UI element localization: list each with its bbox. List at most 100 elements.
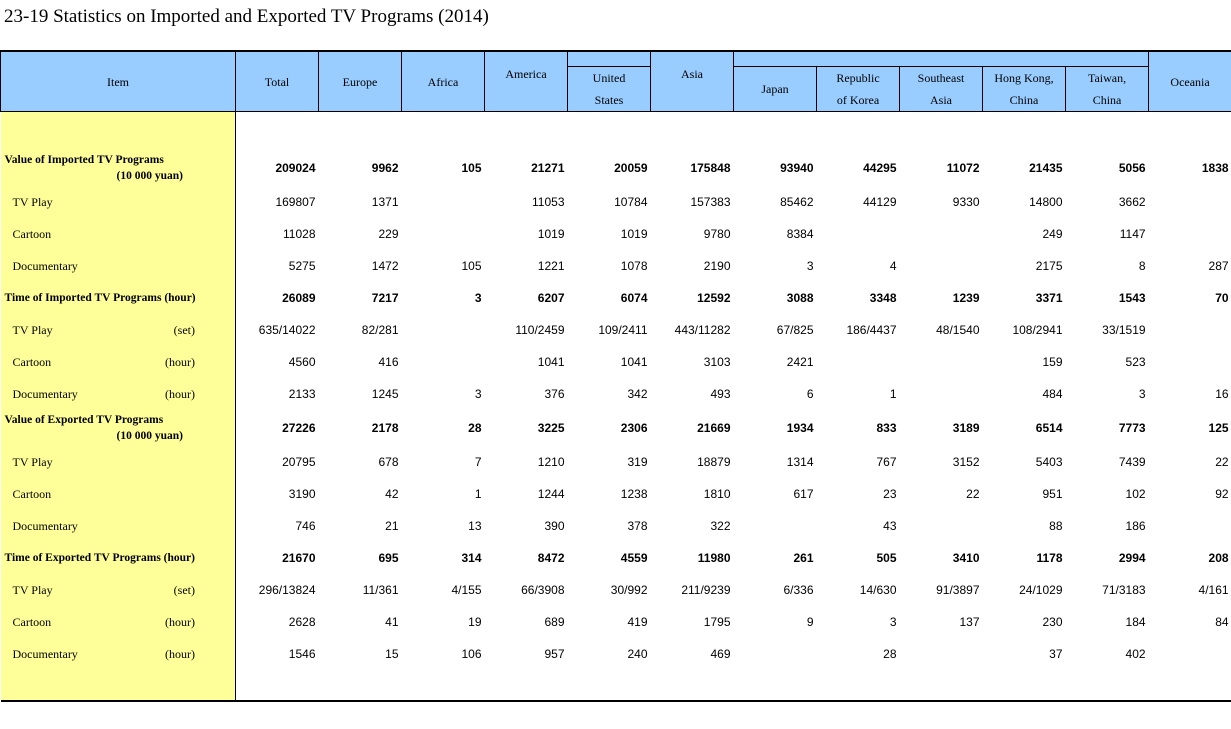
- table-cell: 26089: [282, 291, 316, 305]
- table-cell: 1178: [1036, 551, 1063, 565]
- table-cell: [1149, 638, 1231, 670]
- table-cell: 24/1029: [1019, 583, 1063, 597]
- table-cell: 22: [966, 487, 980, 501]
- table-body: Value of Imported TV Programs (10 000 yua…: [0, 111, 1231, 702]
- table-cell: 1810: [703, 487, 731, 501]
- header-korea-line2: of Korea: [836, 93, 880, 107]
- table-cell: 319: [627, 455, 648, 469]
- table-cell: 3103: [703, 355, 731, 369]
- table-cell: 4/161: [1198, 583, 1229, 597]
- table-cell: 125: [1208, 421, 1229, 435]
- table-cell: 4: [889, 259, 897, 273]
- table-cell: 7217: [371, 291, 399, 305]
- table-cell: 261: [793, 551, 814, 565]
- table-cell: 9962: [371, 161, 399, 175]
- table-cell: 11053: [532, 195, 565, 209]
- table-cell: 137: [959, 615, 980, 629]
- table-cell: 110/2459: [515, 323, 565, 337]
- table-cell: 92: [1215, 487, 1229, 501]
- table-cell: [402, 186, 485, 218]
- table-cell: 208: [1208, 551, 1229, 565]
- table-cell: 33/1519: [1102, 323, 1146, 337]
- table-cell: 37: [1049, 647, 1063, 661]
- table-cell: 1019: [537, 227, 565, 241]
- row-unit: (hour): [165, 614, 195, 629]
- table-cell: 2175: [1035, 259, 1063, 273]
- table-cell: 211/9239: [681, 583, 731, 597]
- table-cell: 3152: [952, 455, 980, 469]
- table-cell: 833: [876, 421, 897, 435]
- table-cell: 3: [474, 291, 482, 305]
- table-row: Documentary (hour) 2133 1245 3 376 342 493 6 1 484…: [0, 378, 1231, 410]
- table-cell: 3: [474, 387, 482, 401]
- table-cell: 9330: [952, 195, 980, 209]
- table-cell: 9: [806, 615, 814, 629]
- table-cell: 4559: [620, 551, 648, 565]
- table-cell: 1546: [288, 647, 316, 661]
- table-cell: 21271: [531, 161, 565, 175]
- table-cell: 159: [1042, 355, 1063, 369]
- row-label: Documentary: [12, 518, 78, 533]
- table-row: Cartoon 3190 42 1 1244 1238 1810 617 23 22 951 102 9…: [0, 478, 1231, 510]
- header-united-states-line2: States: [594, 93, 624, 107]
- table-cell: 19: [468, 615, 482, 629]
- table-cell: 3410: [952, 551, 980, 565]
- table-row: TV Play 20795 678 7 1210 319 18879 1314 767 3152 5…: [0, 446, 1231, 478]
- table-cell: [734, 638, 817, 670]
- table-cell: [1149, 186, 1231, 218]
- table-row: Time of Exported TV Programs (hour) 21670…: [0, 542, 1231, 574]
- table-cell: 2306: [620, 421, 648, 435]
- table-cell: 169807: [275, 195, 316, 209]
- row-label-cell: Cartoon: [0, 478, 236, 510]
- table-cell: 186/4437: [846, 323, 897, 337]
- table-cell: 523: [1125, 355, 1146, 369]
- table-cell: [900, 250, 983, 282]
- table-cell: 48/1540: [936, 323, 980, 337]
- table-cell: 43: [883, 519, 897, 533]
- row-label-cell: Time of Exported TV Programs (hour): [0, 542, 236, 574]
- table-cell: 376: [544, 387, 565, 401]
- table-cell: 3: [889, 615, 897, 629]
- header-taiwan-line2: China: [1092, 93, 1122, 107]
- table-cell: 678: [378, 455, 399, 469]
- table-cell: 1147: [1119, 227, 1146, 241]
- table-cell: 21: [385, 519, 399, 533]
- header-total: Total: [235, 50, 319, 112]
- table-cell: 1041: [620, 355, 648, 369]
- row-label: Cartoon: [12, 354, 52, 369]
- table-cell: 1041: [537, 355, 565, 369]
- table-cell: 20795: [282, 455, 316, 469]
- row-label-cell: Documentary (hour): [0, 638, 236, 670]
- table-cell: 184: [1125, 615, 1146, 629]
- table-cell: 3348: [869, 291, 897, 305]
- table-cell: 1244: [537, 487, 565, 501]
- table-cell: 1: [889, 387, 897, 401]
- header-asia: Asia: [650, 66, 734, 112]
- row-label-unit: (10 000 yuan): [116, 170, 183, 182]
- table-cell: 11980: [697, 551, 731, 565]
- table-cell: 11028: [283, 227, 316, 241]
- item-end-cell: [0, 670, 236, 702]
- table-cell: 249: [1042, 227, 1063, 241]
- table-cell: 1934: [786, 421, 814, 435]
- table-cell: 1238: [620, 487, 648, 501]
- table-cell: 1: [474, 487, 482, 501]
- row-label-cell: Time of Imported TV Programs (hour): [0, 282, 236, 314]
- header-united-states: United States: [567, 66, 651, 112]
- table-cell: 8384: [786, 227, 814, 241]
- table-cell: 342: [627, 387, 648, 401]
- table-cell: 15: [385, 647, 399, 661]
- row-label-cell: TV Play: [0, 186, 236, 218]
- row-label-cell: Value of Exported TV Programs (10 000 yua…: [0, 410, 236, 446]
- row-label-cell: TV Play (set): [0, 314, 236, 346]
- header-africa: Africa: [401, 50, 485, 112]
- row-label-cell: Documentary: [0, 510, 236, 542]
- table-cell: 1019: [620, 227, 648, 241]
- table-cell: 175848: [690, 161, 731, 175]
- table-cell: 84: [1215, 615, 1229, 629]
- header-oceania: Oceania: [1148, 50, 1231, 112]
- table-cell: [1149, 218, 1231, 250]
- table-cell: 2628: [288, 615, 316, 629]
- table-cell: 28: [883, 647, 897, 661]
- header-hong-kong-line1: Hong Kong,: [994, 71, 1054, 85]
